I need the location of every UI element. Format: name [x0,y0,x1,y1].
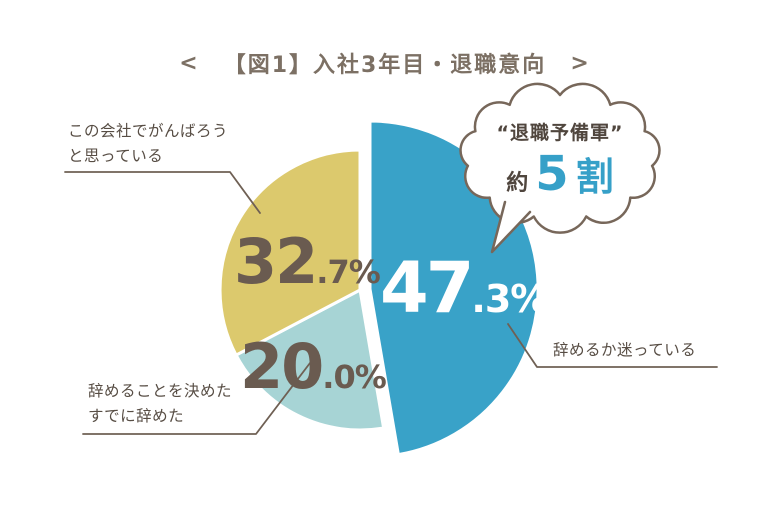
callout-hope: この会社でがんばろう と思っている [68,119,228,169]
percent-fraction-decided: .0% [322,358,386,396]
title-right-bracket: > [570,50,591,76]
bubble-unit: 割 [575,155,614,199]
pie-slice-decided [234,288,386,432]
percent-whole-decided: 20 [240,330,324,403]
callout-wavering: 辞めるか迷っている [553,338,696,363]
bubble-number: 5 [535,146,569,202]
bubble-value: 約 5 割 [462,150,658,198]
leader-line-decided [82,362,311,435]
title-text: 【図1】入社3年目・退職意向 [223,53,547,78]
cloud-bubble-layer [459,82,661,234]
callout-decided-line1: 辞めることを決めた [88,382,233,400]
chart-title: < 【図1】入社3年目・退職意向 > [0,47,770,79]
callout-wavering-line1: 辞めるか迷っている [553,341,697,359]
callout-hope-line2: と思っている [68,146,164,165]
callout-decided: 辞めることを決めた すでに辞めた [88,379,232,429]
percent-whole-hope: 32 [234,225,318,298]
percent-label-decided: 20.0% [240,330,387,403]
pie-slice-hope [218,148,362,357]
bubble-approx: 約 [506,171,529,196]
percent-fraction-hope: .7% [316,253,380,291]
leader-lines-layer [64,171,718,435]
percent-whole-wavering: 47 [380,247,474,329]
callout-hope-line1: この会社でがんばろう [68,122,229,140]
percent-label-wavering: 47.3% [380,247,548,329]
leader-line-wavering [507,323,718,368]
percent-label-hope: 32.7% [234,225,381,298]
percent-fraction-wavering: .3% [471,277,548,321]
title-left-bracket: < [179,50,200,76]
cloud-bubble-outline [459,82,661,234]
callout-decided-line2: すでに辞めた [88,406,185,425]
bubble-quote-text: “退職予備軍” [496,122,624,144]
leader-line-hope [64,171,261,214]
cloud-bubble-tail [490,200,532,254]
